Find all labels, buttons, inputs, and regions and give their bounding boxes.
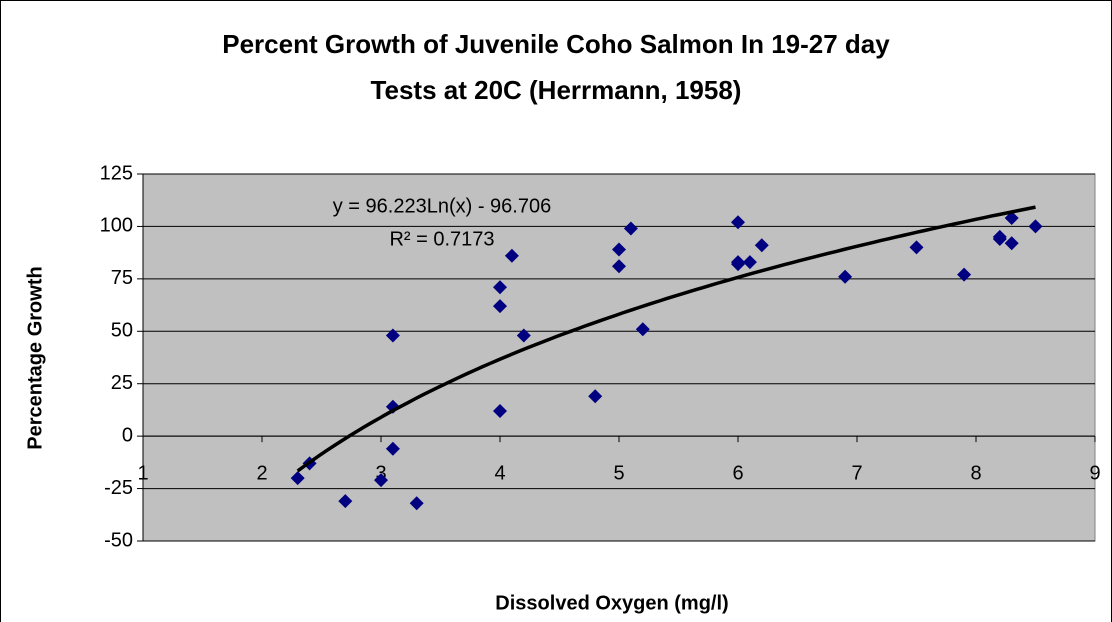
data-point — [493, 299, 507, 314]
data-point — [374, 473, 388, 488]
trendline — [296, 205, 1036, 473]
data-point — [588, 389, 603, 404]
data-point — [635, 322, 650, 337]
x-tick-label: 5 — [613, 462, 624, 484]
y-axis-title: Percentage Growth — [24, 266, 46, 449]
data-point — [731, 215, 745, 230]
data-point — [754, 238, 769, 253]
y-tick-label: 100 — [100, 215, 133, 237]
y-tick-label: 0 — [122, 424, 133, 446]
x-tick-label: 4 — [494, 462, 505, 484]
trendline-equation: y = 96.223Ln(x) - 96.706 — [333, 195, 551, 217]
y-tick-label: 25 — [111, 372, 133, 394]
plot-background — [142, 173, 1096, 542]
x-tick-label: 1 — [137, 462, 148, 484]
data-point — [731, 257, 745, 272]
data-point — [992, 232, 1007, 247]
x-tick-label: 6 — [732, 462, 743, 484]
x-axis-title: Dissolved Oxygen (mg/l) — [495, 592, 728, 614]
data-point — [409, 496, 424, 511]
y-tick-label: 50 — [111, 320, 133, 342]
data-point — [385, 441, 400, 456]
y-tick-label: -50 — [104, 529, 133, 551]
chart-title: Percent Growth of Juvenile Coho Salmon I… — [222, 29, 890, 59]
data-point — [909, 240, 924, 255]
data-point — [338, 494, 353, 509]
x-tick-label: 7 — [851, 462, 862, 484]
data-point — [493, 403, 507, 418]
y-tick-label: 75 — [111, 267, 133, 289]
data-point — [1004, 236, 1019, 251]
data-point — [838, 269, 853, 284]
x-tick-label: 9 — [1089, 462, 1100, 484]
data-point — [612, 242, 626, 257]
data-point — [742, 255, 757, 270]
data-point — [516, 328, 531, 343]
data-point — [493, 280, 507, 295]
x-tick-label: 2 — [256, 462, 267, 484]
plot-area — [137, 173, 1096, 542]
x-tick-label: 8 — [970, 462, 981, 484]
data-point — [957, 267, 972, 282]
data-point — [612, 259, 626, 274]
data-point — [1028, 219, 1043, 234]
data-point — [1004, 211, 1019, 226]
trendline-r2: R² = 0.7173 — [389, 228, 494, 250]
data-point — [623, 221, 638, 236]
data-point — [504, 248, 519, 263]
y-tick-label: -25 — [104, 477, 133, 499]
data-point — [290, 471, 305, 486]
data-point — [385, 328, 400, 343]
y-tick-label: 125 — [100, 162, 133, 184]
chart-title: Tests at 20C (Herrmann, 1958) — [371, 75, 742, 105]
